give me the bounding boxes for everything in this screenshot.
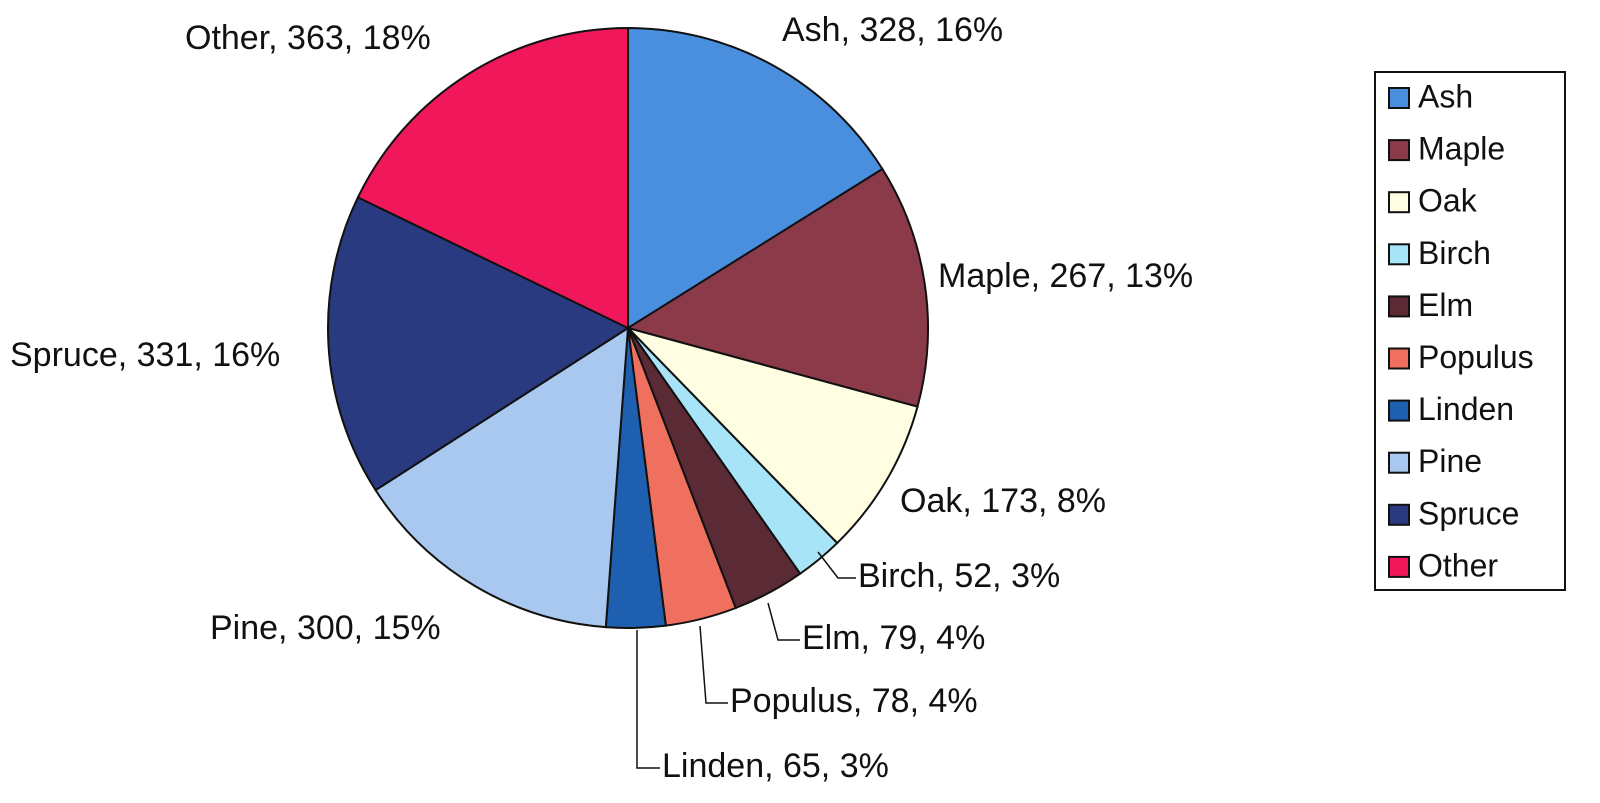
legend-label: Maple (1418, 131, 1505, 167)
legend-swatch (1388, 347, 1410, 370)
legend-swatch (1388, 295, 1410, 318)
pie-slice (625, 167, 929, 408)
pie-slice (627, 26, 884, 330)
data-label: Oak, 173, 8% (900, 482, 1106, 520)
legend-box (1374, 71, 1566, 591)
pie-slice (327, 196, 631, 492)
data-label: Ash, 328, 16% (782, 11, 1003, 49)
legend-label: Populus (1418, 339, 1534, 375)
leader-line (817, 551, 856, 579)
legend-swatch (1388, 451, 1410, 474)
legend-swatch (1388, 243, 1410, 266)
legend-label: Oak (1418, 183, 1478, 219)
legend-swatch (1388, 87, 1410, 109)
legend-swatch (1388, 139, 1410, 162)
leader-line (767, 602, 800, 641)
data-label: Other, 363, 18% (185, 19, 431, 57)
data-label: Populus, 78, 4% (730, 682, 978, 720)
leader-line (636, 630, 660, 769)
legend-swatch (1388, 503, 1410, 526)
data-label: Elm, 79, 4% (802, 619, 985, 657)
pie-slice (624, 326, 919, 545)
legend: Ash Maple Oak Birch Elm Populus Linden Pine Spru… (1374, 71, 1566, 591)
leader-line (699, 625, 728, 704)
legend-label: Linden (1418, 391, 1514, 427)
legend-label: Ash (1418, 78, 1473, 114)
legend-label: Spruce (1418, 495, 1519, 531)
legend-label: Birch (1418, 235, 1491, 271)
data-label: Birch, 52, 3% (858, 557, 1060, 595)
legend-label: Elm (1418, 287, 1473, 323)
data-label: Maple, 267, 13% (938, 257, 1193, 295)
legend-label: Other (1418, 547, 1498, 583)
data-label: Linden, 65, 3% (662, 747, 889, 785)
legend-swatch (1388, 555, 1410, 578)
legend-swatch (1388, 191, 1410, 214)
pie-slice (356, 26, 629, 330)
data-label: Spruce, 331, 16% (10, 336, 280, 374)
pie-slice (374, 326, 630, 629)
legend-label: Pine (1418, 443, 1482, 479)
legend-swatch (1388, 399, 1410, 422)
data-label: Pine, 300, 15% (210, 609, 441, 647)
